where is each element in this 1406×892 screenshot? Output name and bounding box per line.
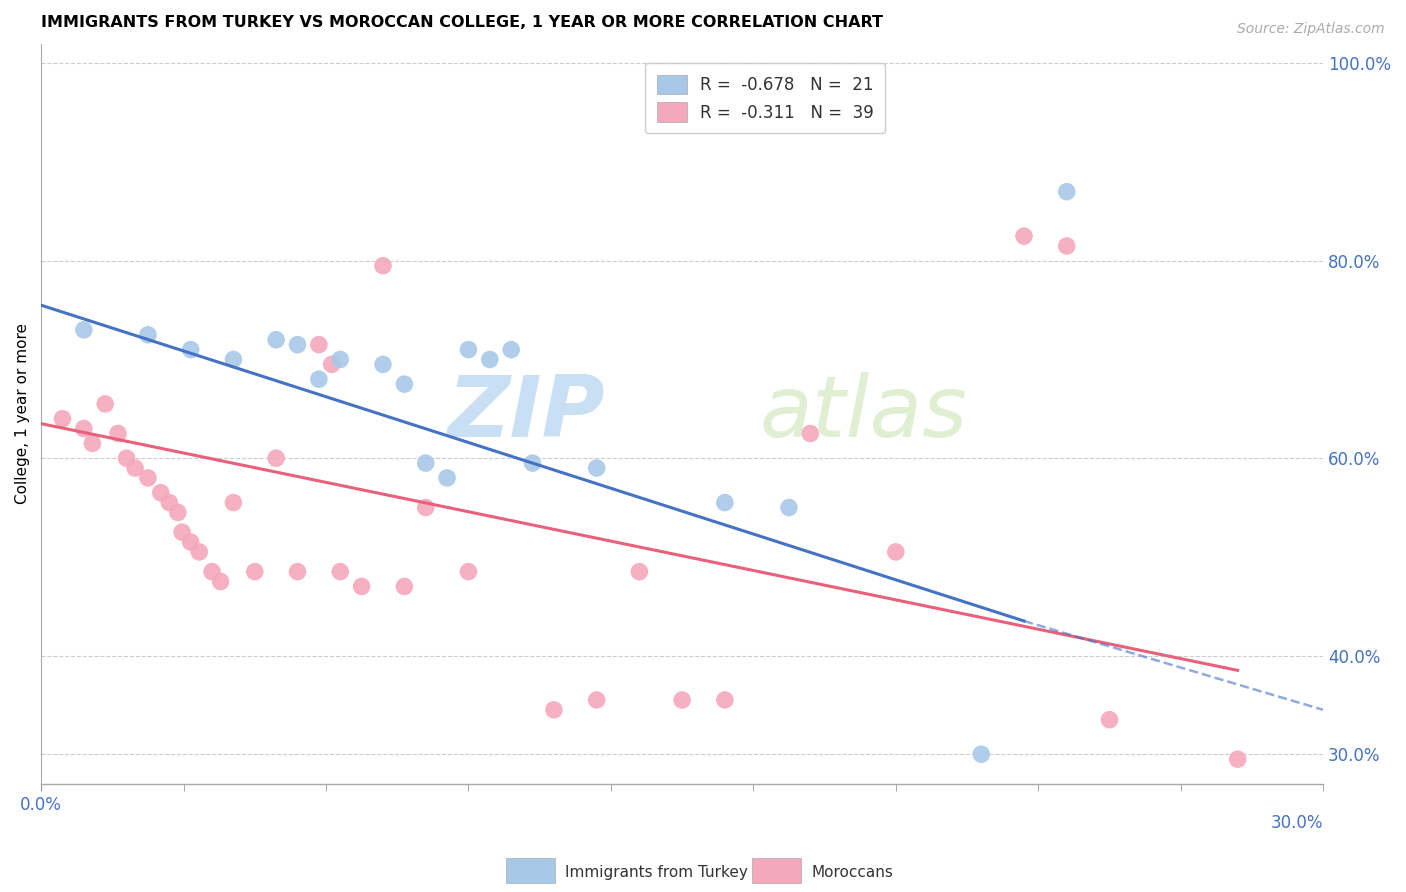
- Point: [73, 323, 96, 337]
- Point: [1056, 239, 1078, 253]
- Point: [501, 343, 523, 357]
- Legend: R =  -0.678   N =  21, R =  -0.311   N =  39: R = -0.678 N = 21, R = -0.311 N = 39: [645, 63, 886, 133]
- Point: [394, 579, 416, 593]
- Point: [457, 343, 479, 357]
- Point: [714, 693, 737, 707]
- Point: [585, 461, 607, 475]
- Point: [778, 500, 800, 515]
- Point: [167, 505, 190, 519]
- Point: [180, 535, 202, 549]
- Point: [308, 372, 330, 386]
- Point: [172, 525, 194, 540]
- Point: [436, 471, 458, 485]
- Point: [714, 495, 737, 509]
- Point: [180, 343, 202, 357]
- Point: [201, 565, 224, 579]
- Point: [51, 411, 73, 425]
- Point: [1012, 229, 1035, 244]
- Point: [124, 461, 146, 475]
- Point: [329, 565, 352, 579]
- Point: [478, 352, 501, 367]
- Point: [543, 703, 565, 717]
- Point: [222, 352, 245, 367]
- Point: [799, 426, 821, 441]
- Text: Moroccans: Moroccans: [811, 865, 893, 880]
- Point: [73, 421, 96, 435]
- Point: [522, 456, 544, 470]
- Point: [157, 495, 180, 509]
- Point: [628, 565, 651, 579]
- Point: [371, 259, 394, 273]
- Point: [321, 358, 343, 372]
- Point: [415, 500, 437, 515]
- Point: [585, 693, 607, 707]
- Text: IMMIGRANTS FROM TURKEY VS MOROCCAN COLLEGE, 1 YEAR OR MORE CORRELATION CHART: IMMIGRANTS FROM TURKEY VS MOROCCAN COLLE…: [41, 15, 883, 30]
- Point: [287, 565, 309, 579]
- Point: [884, 545, 907, 559]
- Point: [415, 456, 437, 470]
- Text: Immigrants from Turkey: Immigrants from Turkey: [565, 865, 748, 880]
- Text: 30.0%: 30.0%: [1271, 814, 1323, 832]
- Point: [970, 747, 993, 762]
- Text: ZIP: ZIP: [447, 372, 605, 455]
- Text: Source: ZipAtlas.com: Source: ZipAtlas.com: [1237, 22, 1385, 37]
- Point: [115, 451, 138, 466]
- Point: [136, 471, 159, 485]
- Point: [222, 495, 245, 509]
- Point: [188, 545, 211, 559]
- Point: [350, 579, 373, 593]
- Point: [94, 397, 117, 411]
- Point: [1098, 713, 1121, 727]
- Point: [264, 333, 287, 347]
- Point: [82, 436, 104, 450]
- Point: [1056, 185, 1078, 199]
- Point: [149, 485, 172, 500]
- Point: [329, 352, 352, 367]
- Point: [457, 565, 479, 579]
- Point: [107, 426, 129, 441]
- Point: [371, 358, 394, 372]
- Y-axis label: College, 1 year or more: College, 1 year or more: [15, 323, 30, 504]
- Point: [394, 377, 416, 392]
- Point: [671, 693, 693, 707]
- Point: [243, 565, 266, 579]
- Point: [264, 451, 287, 466]
- Point: [1226, 752, 1249, 766]
- Point: [209, 574, 232, 589]
- Point: [308, 337, 330, 351]
- Text: atlas: atlas: [759, 372, 967, 455]
- Point: [287, 337, 309, 351]
- Point: [136, 327, 159, 342]
